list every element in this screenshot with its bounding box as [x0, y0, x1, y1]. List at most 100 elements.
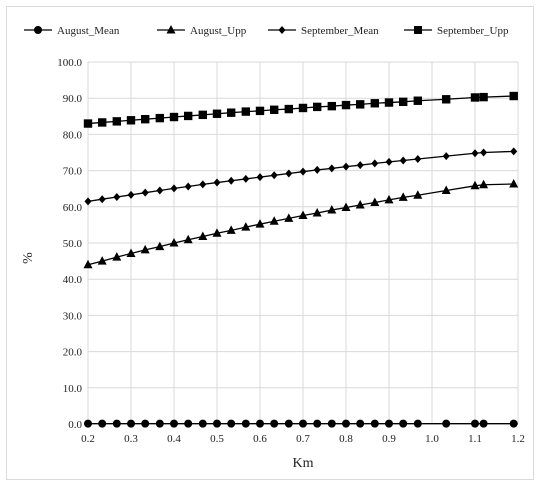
- data-point: [441, 95, 451, 104]
- y-tick-label: 60.0: [63, 202, 83, 214]
- y-tick-label: 70.0: [63, 166, 83, 178]
- legend-marker: [414, 26, 422, 34]
- data-point: [479, 179, 489, 189]
- data-point: [356, 419, 365, 428]
- grid: [87, 61, 519, 425]
- x-tick-label: 0.9: [382, 433, 396, 445]
- data-point: [370, 419, 379, 428]
- x-tick-label: 1.0: [425, 433, 439, 445]
- series-layer: [83, 91, 519, 428]
- data-point: [127, 419, 135, 428]
- y-tick-label: 80.0: [63, 129, 83, 141]
- data-point: [442, 419, 451, 428]
- x-axis-title: Km: [293, 456, 314, 471]
- data-point: [327, 205, 337, 214]
- data-point: [227, 176, 235, 185]
- data-point: [327, 419, 336, 428]
- legend-item: August_Mean: [24, 25, 120, 37]
- data-point: [269, 105, 279, 114]
- data-point: [169, 112, 179, 122]
- x-tick-label: 0.6: [253, 433, 267, 445]
- data-point: [385, 419, 393, 428]
- series-August_Mean: [84, 419, 518, 428]
- data-point: [242, 174, 250, 183]
- data-point: [170, 419, 178, 428]
- legend-label: August_Upp: [190, 25, 247, 37]
- data-point: [509, 419, 518, 428]
- data-point: [480, 148, 488, 157]
- legend-marker: [34, 26, 42, 34]
- data-point: [509, 91, 518, 101]
- legend-item: September_Mean: [268, 25, 379, 37]
- data-point: [155, 113, 165, 123]
- data-point: [413, 96, 423, 105]
- legend: August_Mean August_Upp September_Mean Septe…: [24, 25, 509, 37]
- data-point: [98, 195, 106, 204]
- legend-marker: [278, 26, 286, 34]
- data-point: [312, 102, 322, 112]
- legend-label: August_Mean: [57, 25, 120, 37]
- data-point: [356, 161, 364, 170]
- y-tick-label: 100.0: [57, 57, 82, 69]
- data-point: [298, 103, 308, 113]
- data-point: [212, 109, 222, 118]
- data-point: [184, 182, 192, 191]
- data-point: [140, 244, 150, 254]
- x-tick-label: 0.3: [124, 433, 138, 445]
- data-point: [98, 419, 107, 428]
- x-tick-label: 0.4: [167, 433, 181, 445]
- data-point: [198, 231, 208, 240]
- data-point: [226, 225, 236, 234]
- data-point: [270, 419, 279, 428]
- y-tick-label: 30.0: [63, 310, 83, 322]
- data-point: [155, 419, 164, 428]
- data-point: [470, 93, 480, 102]
- data-point: [270, 171, 278, 180]
- data-point: [342, 162, 350, 171]
- data-point: [241, 222, 251, 231]
- data-point: [509, 178, 519, 188]
- data-point: [97, 118, 107, 127]
- x-tick-label: 0.7: [296, 433, 310, 445]
- data-point: [384, 98, 394, 107]
- y-tick-label: 0.0: [68, 419, 82, 431]
- data-point: [169, 238, 179, 247]
- data-point: [471, 419, 479, 428]
- data-point: [183, 111, 193, 121]
- series-line: [87, 150, 514, 203]
- data-point: [299, 419, 307, 428]
- data-point: [284, 213, 294, 222]
- data-point: [127, 190, 135, 199]
- data-point: [313, 419, 322, 428]
- data-point: [313, 165, 321, 174]
- data-point: [256, 419, 264, 428]
- data-point: [284, 104, 294, 114]
- data-point: [471, 149, 479, 158]
- series-line: [87, 95, 514, 125]
- data-point: [83, 259, 93, 269]
- series-September_Mean: [84, 147, 518, 206]
- data-point: [140, 114, 150, 124]
- data-point: [141, 188, 149, 197]
- data-point: [479, 419, 488, 428]
- legend-label: September_Upp: [437, 25, 509, 37]
- data-point: [255, 106, 265, 116]
- data-point: [370, 99, 380, 108]
- data-point: [398, 192, 408, 201]
- data-point: [384, 194, 394, 204]
- data-point: [97, 256, 107, 265]
- data-point: [126, 248, 136, 257]
- data-point: [414, 155, 422, 164]
- data-point: [285, 169, 293, 178]
- data-point: [284, 419, 293, 428]
- data-point: [255, 219, 265, 228]
- data-point: [199, 180, 207, 189]
- x-tick-label: 1.1: [468, 433, 482, 445]
- data-point: [510, 147, 518, 156]
- data-point: [170, 184, 178, 193]
- data-point: [213, 419, 221, 428]
- data-point: [298, 210, 308, 219]
- data-point: [328, 164, 336, 173]
- data-point: [342, 419, 350, 428]
